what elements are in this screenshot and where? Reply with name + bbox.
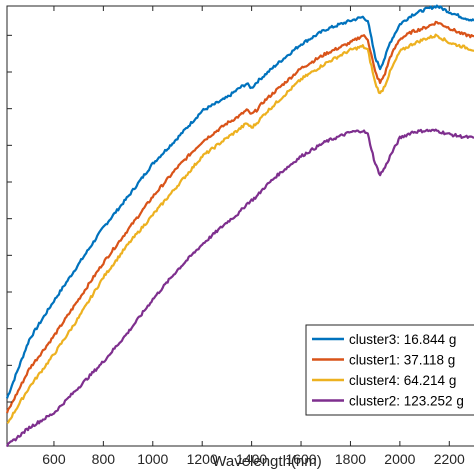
legend-entry: cluster1: 37.118 g [349,353,455,368]
x-tick-label: 1000 [137,451,168,467]
x-tick-label: 1600 [285,451,316,467]
series-line-2 [5,20,474,414]
series-line-1 [5,4,474,399]
legend: cluster3: 16.844 g cluster1: 37.118 g clus… [305,324,474,416]
x-tick-label: 2200 [434,451,465,467]
x-axis-title: Wavelength(nm) [212,453,321,470]
series-line-3 [6,33,474,424]
legend-entry: cluster3: 16.844 g [349,332,456,347]
legend-entry: cluster2: 123.252 g [349,394,464,409]
series-lines [5,4,474,448]
x-tick-label: 800 [92,451,116,467]
x-tick-label: 1800 [335,451,366,467]
tick-marks: 600 800 1000 1200 1400 1600 1800 2000 2200 [7,6,465,467]
legend-entry: cluster4: 64.214 g [349,373,456,388]
series-line-4 [5,128,474,448]
x-tick-label: 600 [42,451,66,467]
x-tick-label: 1200 [187,451,218,467]
x-tick-label: 1400 [236,451,267,467]
x-tick-label: 2000 [384,451,415,467]
